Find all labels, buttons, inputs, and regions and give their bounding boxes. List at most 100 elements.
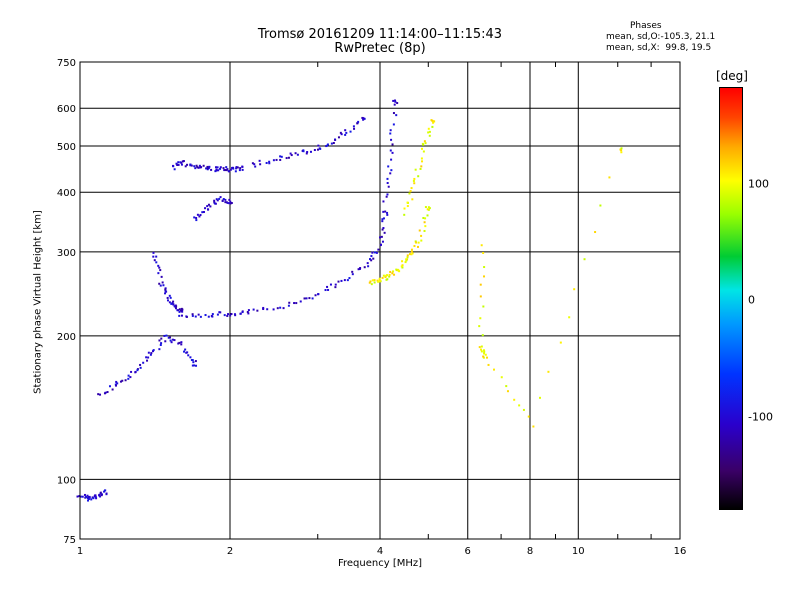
data-point-o xyxy=(150,352,153,355)
data-point-o xyxy=(85,495,88,498)
data-point-o xyxy=(216,166,219,169)
data-point-x xyxy=(397,269,400,272)
data-point-x xyxy=(369,280,372,283)
data-point-o xyxy=(168,301,171,304)
data-point-o xyxy=(190,359,193,362)
data-point-o xyxy=(386,182,389,185)
data-point-o xyxy=(219,196,222,199)
data-point-o xyxy=(386,193,389,196)
data-point-o xyxy=(207,208,210,211)
data-point-o xyxy=(164,288,167,291)
data-point-o xyxy=(311,297,314,300)
data-point-x xyxy=(422,143,425,146)
data-point-o xyxy=(78,495,81,498)
data-point-o xyxy=(119,380,122,383)
data-point-o xyxy=(392,123,395,126)
data-point-o xyxy=(371,251,374,254)
data-point-o xyxy=(142,361,145,364)
data-point-o xyxy=(168,294,171,297)
data-point-o xyxy=(121,379,124,382)
data-point-o xyxy=(295,302,298,305)
data-point-o xyxy=(275,158,278,161)
data-point-o xyxy=(217,169,220,172)
data-point-o xyxy=(199,214,202,217)
data-point-x xyxy=(404,261,407,264)
data-point-x xyxy=(568,316,571,319)
data-point-o xyxy=(183,350,186,353)
data-point-o xyxy=(247,309,250,312)
data-point-x xyxy=(433,120,436,123)
data-point-o xyxy=(356,122,359,125)
data-point-o xyxy=(195,219,198,222)
data-point-x xyxy=(522,408,525,411)
data-point-x xyxy=(422,150,425,153)
data-point-x xyxy=(388,275,391,278)
phases-x-stats: mean, sd,X: 99.8, 19.5 xyxy=(606,43,712,53)
data-point-o xyxy=(230,313,233,316)
data-point-o xyxy=(381,240,384,243)
data-point-o xyxy=(174,307,177,310)
data-point-o xyxy=(173,168,176,171)
data-point-o xyxy=(224,198,227,201)
data-point-o xyxy=(204,207,207,210)
data-point-o xyxy=(127,377,130,380)
data-point-o xyxy=(164,292,167,295)
data-point-o xyxy=(265,161,268,164)
data-point-o xyxy=(180,161,183,164)
data-point-o xyxy=(254,165,257,168)
data-point-o xyxy=(393,99,396,102)
data-point-o xyxy=(239,167,242,170)
data-point-o xyxy=(293,302,296,305)
data-point-o xyxy=(173,305,176,308)
data-point-o xyxy=(193,165,196,168)
data-point-x xyxy=(410,250,413,253)
data-point-o xyxy=(211,315,214,318)
data-point-x xyxy=(411,198,414,201)
data-point-x xyxy=(479,317,482,320)
data-point-o xyxy=(160,342,163,345)
colorbar-tick-label: 100 xyxy=(748,177,769,191)
data-point-x xyxy=(405,258,408,261)
data-point-o xyxy=(152,349,155,352)
data-point-o xyxy=(351,270,354,273)
data-point-o xyxy=(179,309,182,312)
data-point-o xyxy=(155,261,158,264)
data-point-o xyxy=(86,494,89,497)
data-point-o xyxy=(221,199,224,202)
data-point-o xyxy=(349,130,352,133)
data-point-x xyxy=(376,279,379,282)
data-point-o xyxy=(303,297,306,300)
data-point-o xyxy=(178,310,181,313)
data-point-o xyxy=(219,166,222,169)
data-point-x xyxy=(479,348,482,351)
data-point-o xyxy=(170,341,173,344)
data-point-o xyxy=(226,314,229,317)
data-point-o xyxy=(115,380,118,383)
data-point-o xyxy=(139,363,142,366)
data-point-x xyxy=(480,244,483,247)
data-point-o xyxy=(396,102,399,105)
data-point-o xyxy=(219,167,222,170)
data-point-x xyxy=(527,415,530,418)
data-point-o xyxy=(387,165,390,168)
data-point-o xyxy=(177,161,180,164)
data-point-o xyxy=(223,314,226,317)
data-point-o xyxy=(340,279,343,282)
data-point-x xyxy=(417,241,420,244)
data-point-x xyxy=(482,355,485,358)
data-point-x xyxy=(538,396,541,399)
data-point-o xyxy=(337,280,340,283)
data-point-o xyxy=(182,160,185,163)
data-point-o xyxy=(152,251,155,254)
data-point-o xyxy=(348,277,351,280)
data-point-o xyxy=(373,251,376,254)
data-point-x xyxy=(371,279,374,282)
data-point-x xyxy=(413,245,416,248)
data-point-o xyxy=(324,289,327,292)
data-point-o xyxy=(389,172,392,175)
data-point-o xyxy=(241,165,244,168)
data-point-o xyxy=(228,202,231,205)
data-point-o xyxy=(162,284,165,287)
data-point-o xyxy=(187,354,190,357)
data-point-o xyxy=(387,185,390,188)
